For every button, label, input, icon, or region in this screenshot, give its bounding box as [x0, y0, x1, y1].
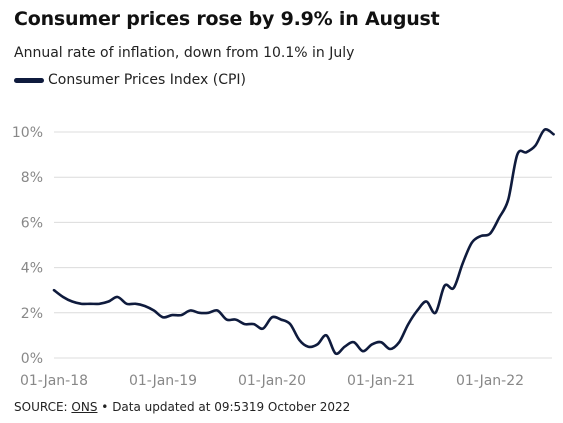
y-tick-label: 0% [21, 351, 43, 367]
y-tick-label: 10% [12, 125, 43, 141]
line-chart: 0% 2% 4% 6% 8% 10% 01-Jan-18 01-Jan-19 01-Jan-20… [12, 125, 555, 389]
chart-subtitle: Annual rate of inflation, down from 10.1… [14, 45, 355, 61]
series-line [52, 128, 555, 356]
chart-title: Consumer prices rose by 9.9% in August [14, 8, 440, 30]
legend-label: Consumer Prices Index (CPI) [48, 72, 246, 88]
updated-text: • Data updated at 09:5319 October 2022 [101, 400, 351, 414]
y-tick-label: 6% [21, 215, 43, 231]
source-link[interactable]: ONS [71, 400, 98, 414]
y-tick-label: 2% [21, 306, 43, 322]
source-prefix: SOURCE: [14, 400, 68, 414]
footer: SOURCE: ONS • Data updated at 09:5319 Oc… [14, 400, 350, 414]
x-tick-label: 01-Jan-22 [456, 373, 524, 389]
x-tick-label: 01-Jan-20 [238, 373, 306, 389]
y-tick-label: 8% [21, 170, 43, 186]
legend-swatch [14, 77, 44, 83]
legend: Consumer Prices Index (CPI) [14, 72, 246, 88]
x-tick-label: 01-Jan-19 [129, 373, 197, 389]
y-tick-label: 4% [21, 261, 43, 277]
x-tick-label: 01-Jan-21 [347, 373, 415, 389]
x-tick-label: 01-Jan-18 [20, 373, 88, 389]
